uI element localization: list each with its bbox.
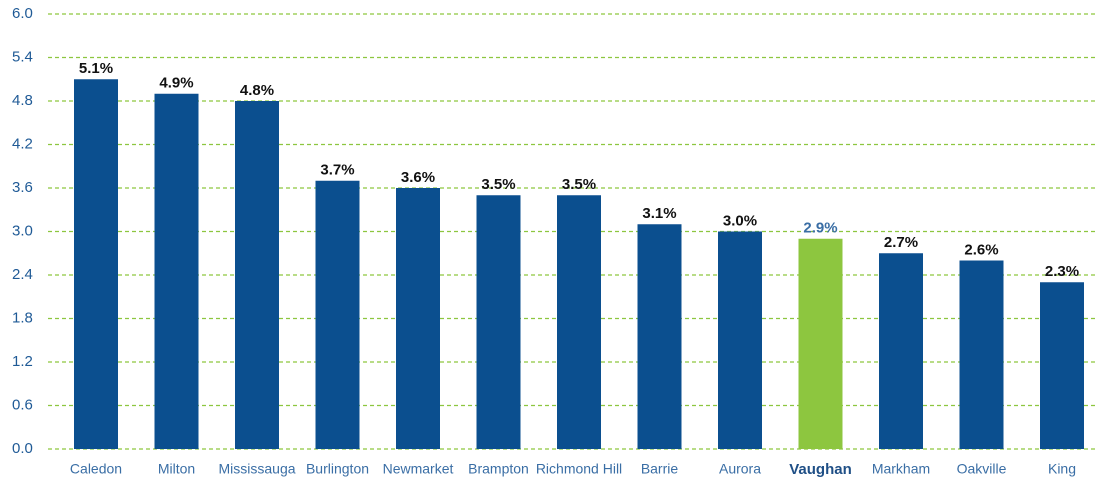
value-label: 3.6% [401,169,435,186]
bar [557,195,601,449]
bar [879,253,923,449]
value-label: 3.5% [481,176,515,193]
y-tick-label: 4.2 [12,135,33,152]
bar [959,260,1004,449]
value-label: 3.1% [642,205,676,222]
value-label: 2.6% [964,241,998,258]
bar [718,231,762,449]
y-tick-label: 2.4 [12,266,33,283]
value-label: 4.9% [159,75,193,92]
value-label: 2.9% [803,220,837,237]
bar [476,195,521,449]
bar [74,79,118,449]
bar [315,180,360,449]
x-tick-label: Markham [872,461,930,477]
value-label: 3.0% [723,212,757,229]
bar [637,224,682,449]
bar [235,101,279,449]
y-tick-label: 5.4 [12,48,33,65]
y-tick-label: 0.0 [12,440,33,457]
bar [798,238,843,449]
x-tick-label: Newmarket [383,461,454,477]
x-tick-label: Caledon [70,461,122,477]
y-tick-label: 3.0 [12,222,33,239]
x-tick-label: Brampton [468,461,529,477]
x-tick-label: King [1048,461,1076,477]
bar [1040,282,1084,449]
x-tick-label: Oakville [957,461,1007,477]
x-tick-label: Burlington [306,461,369,477]
value-label: 2.7% [884,234,918,251]
value-label: 5.1% [79,60,113,77]
value-label: 2.3% [1045,263,1079,280]
y-tick-label: 3.6 [12,179,33,196]
x-tick-label: Aurora [719,461,761,477]
x-tick-label: Richmond Hill [536,461,622,477]
y-tick-label: 4.8 [12,92,33,109]
bar [154,93,199,449]
bar [396,188,440,449]
x-tick-label: Milton [158,461,195,477]
y-tick-label: 6.0 [12,5,33,22]
value-label: 3.5% [562,176,596,193]
y-tick-label: 1.8 [12,309,33,326]
x-tick-label: Barrie [641,461,679,477]
value-label: 3.7% [320,162,354,179]
x-tick-label: Mississauga [218,461,295,477]
value-label: 4.8% [240,82,274,99]
y-tick-label: 1.2 [12,353,33,370]
y-tick-label: 0.6 [12,396,33,413]
x-tick-label: Vaughan [789,461,852,478]
